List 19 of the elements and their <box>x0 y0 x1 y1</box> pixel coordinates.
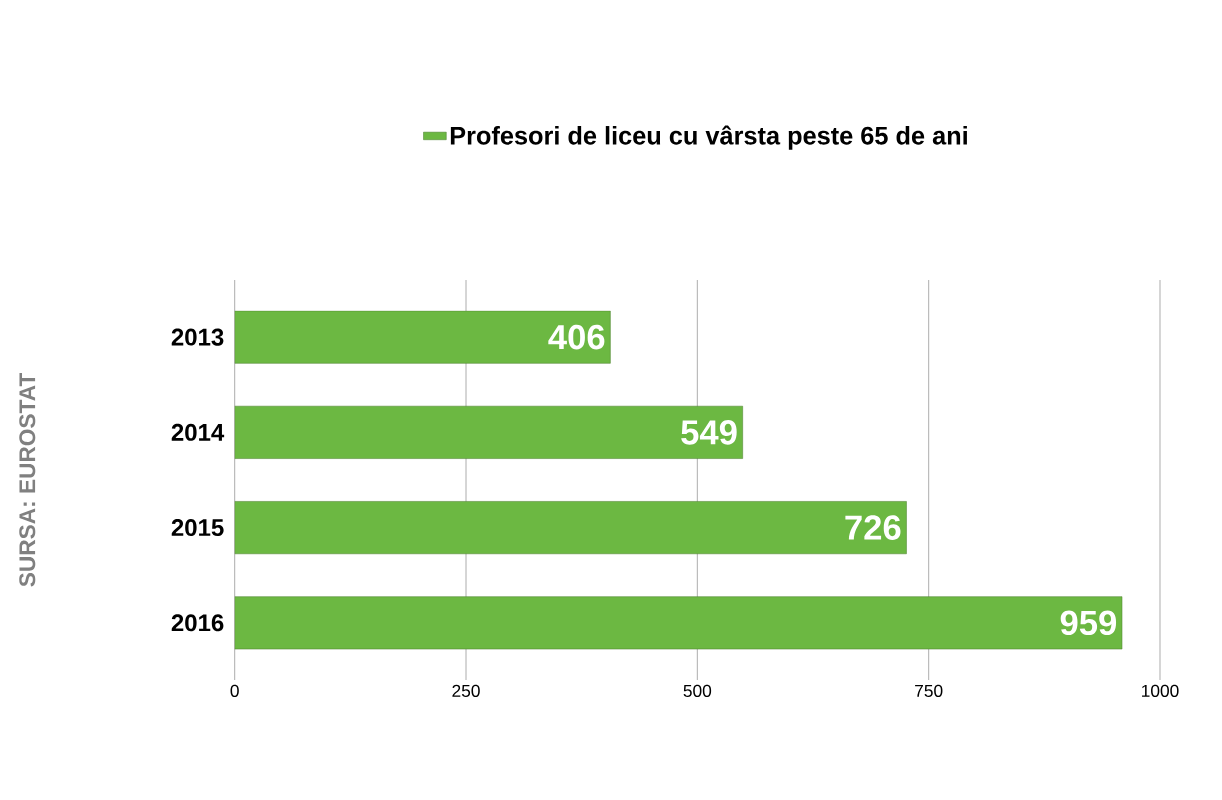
y-tick-label: 2015 <box>171 519 224 537</box>
y-tick-label: 2016 <box>171 614 224 632</box>
x-tick-label: 500 <box>683 684 712 697</box>
text: SURSA: EUROSTAT <box>19 372 36 587</box>
bar <box>234 596 1123 650</box>
data-label: 959 <box>1060 610 1117 636</box>
y-tick-label: 2013 <box>171 328 224 346</box>
x-tick-label: 0 <box>230 684 239 697</box>
data-label: 726 <box>845 515 901 540</box>
x-tick-label: 250 <box>452 684 480 697</box>
data-label: 406 <box>548 324 605 350</box>
y-tick-label: 2014 <box>171 423 225 441</box>
bar <box>234 310 611 364</box>
legend-label: Profesori de liceu cu vârsta peste 65 de ani <box>450 125 967 150</box>
x-tick-label: 750 <box>915 684 943 697</box>
bar <box>234 501 907 555</box>
data-label: 549 <box>681 420 737 445</box>
bar <box>234 405 743 459</box>
x-tick-label: 1000 <box>1142 684 1179 697</box>
